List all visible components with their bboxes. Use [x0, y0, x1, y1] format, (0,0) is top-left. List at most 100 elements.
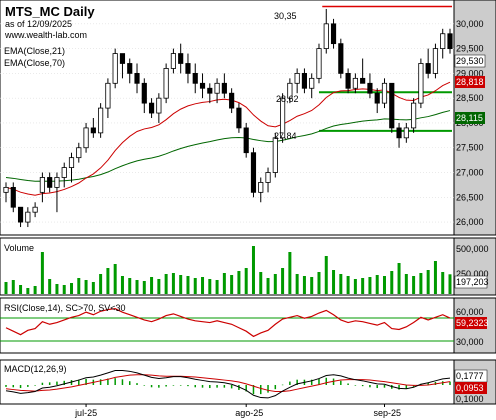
macd-hist-bar	[85, 378, 87, 385]
volume-bar	[288, 252, 292, 294]
rsi-line	[5, 308, 451, 338]
volume-bars	[4, 246, 452, 294]
volume-bar	[11, 280, 15, 294]
candle-body	[432, 48, 439, 74]
macd-hist-bar	[361, 385, 364, 387]
macd-hist-bar	[260, 385, 262, 395]
candle-body	[134, 72, 140, 84]
macd-hist-bar	[281, 384, 284, 386]
mid-level-label: 28,62	[276, 94, 299, 104]
price-tick-label: 27,000	[456, 168, 484, 178]
candle-body	[229, 92, 235, 109]
site-url: www.wealth-lab.com	[4, 30, 87, 40]
volume-bar	[419, 273, 423, 294]
volume-bar	[179, 275, 183, 294]
macd-hist-bar	[114, 378, 116, 385]
macd-hist-bar	[252, 385, 255, 395]
volume-bar	[324, 256, 328, 294]
candle-body	[148, 102, 155, 114]
macd-hist-bar	[216, 385, 218, 388]
volume-bar	[70, 283, 74, 294]
volume-bar	[441, 272, 445, 294]
macd-last-box-2	[455, 382, 487, 394]
volume-bar	[332, 270, 336, 294]
macd-hist-bar	[27, 385, 29, 387]
candle-body	[243, 127, 249, 154]
volume-bar	[19, 285, 23, 294]
volume-bar	[215, 280, 219, 294]
volume-tick-1: 500,000	[456, 244, 489, 254]
volume-bar	[99, 274, 103, 294]
macd-hist-bar	[238, 385, 240, 390]
macd-line	[5, 370, 451, 399]
ema21-value: 28,818	[456, 77, 484, 87]
candle-body	[25, 211, 31, 223]
price-tick-label: 29,500	[456, 44, 484, 54]
volume-bar	[193, 278, 197, 294]
macd-hist-bar	[48, 382, 51, 385]
macd-hist-bar	[230, 385, 233, 389]
volume-bar	[26, 288, 30, 294]
volume-bar	[237, 271, 241, 294]
macd-hist-bar	[107, 378, 109, 385]
volume-last-value: 197,203	[456, 277, 489, 287]
volume-bar	[186, 276, 190, 294]
volume-bar	[128, 278, 132, 294]
candle-body	[447, 33, 453, 50]
candle-body	[367, 82, 373, 94]
candle-body	[127, 63, 133, 74]
volume-bar	[375, 275, 379, 294]
volume-bar	[150, 277, 154, 294]
candle-body	[301, 72, 308, 89]
low-level-label: 27,84	[274, 131, 297, 141]
macd-hist-bar	[369, 385, 371, 388]
volume-bar	[120, 276, 124, 294]
rsi-panel	[0, 297, 455, 354]
price-tick-label: 26,500	[456, 192, 484, 202]
rsi-tick-2: 30,000	[456, 337, 484, 347]
macd-hist-bar	[63, 380, 65, 385]
volume-bar	[259, 272, 263, 294]
macd-hist-bar	[158, 385, 160, 388]
volume-bar	[222, 273, 226, 294]
macd-hist-bar	[340, 380, 342, 385]
candle-body	[10, 186, 16, 208]
volume-bar	[426, 270, 430, 294]
candle-body	[374, 92, 380, 104]
price-tick-label: 26,000	[456, 217, 484, 227]
candle-body	[54, 177, 60, 188]
ema70-value-box	[455, 112, 485, 124]
volume-bar	[164, 274, 168, 294]
candle-body	[32, 206, 38, 213]
macd-tick-1: 0,1000	[456, 394, 484, 404]
candle-body	[76, 147, 82, 159]
volume-bar	[353, 279, 357, 294]
volume-bar	[390, 271, 394, 294]
candle-body	[352, 77, 358, 89]
candle-body	[156, 97, 162, 114]
macd-hist-bar	[56, 381, 58, 385]
macd-hist-bar	[354, 385, 357, 386]
volume-bar	[208, 279, 212, 294]
candle-body	[345, 72, 351, 89]
as-of-date: as of 12/09/2025	[5, 19, 72, 29]
candle-body	[163, 68, 169, 99]
volume-bar	[244, 268, 248, 294]
macd-panel	[0, 359, 455, 405]
macd-hist-bar	[383, 385, 386, 388]
volume-bar	[317, 272, 321, 294]
candle-body	[294, 72, 300, 84]
macd-hist-bar	[121, 379, 124, 385]
volume-bar	[62, 285, 66, 294]
volume-bar	[33, 286, 37, 294]
macd-hist-bar	[165, 385, 167, 387]
candle-body	[68, 157, 75, 168]
volume-bar	[295, 274, 299, 294]
candle-body	[83, 127, 89, 149]
macd-hist-bar	[289, 381, 291, 385]
candle-body	[272, 137, 278, 173]
candle-body	[221, 82, 227, 94]
volume-bar	[302, 276, 306, 294]
macd-hist-bar	[325, 377, 328, 385]
